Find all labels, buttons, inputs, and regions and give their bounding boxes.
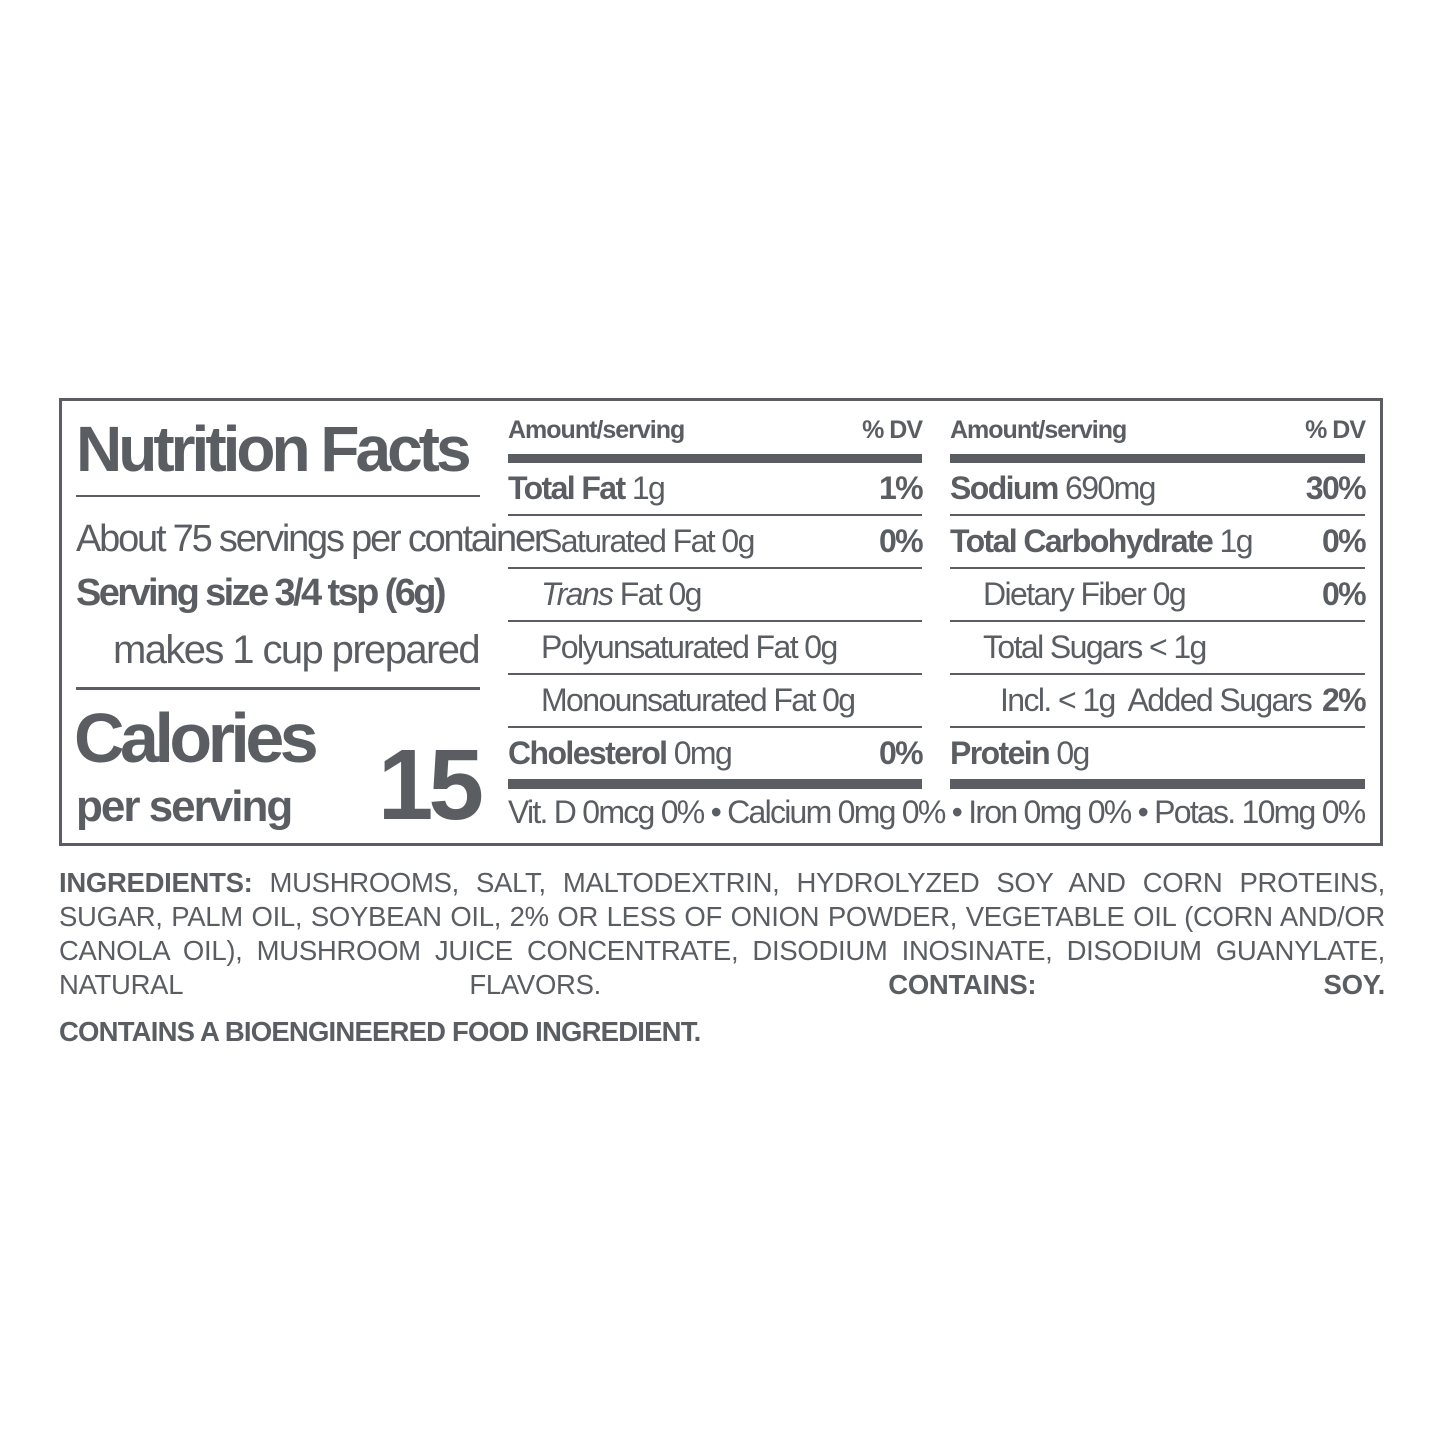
vitamins-minerals: Vit. D 0mcg 0% • Calcium 0mg 0% • Iron 0…: [508, 794, 1366, 830]
per-serving-label: per serving: [76, 782, 293, 831]
nutrient-row: Total Fat 1g 1%: [508, 463, 924, 516]
divider: [76, 495, 480, 497]
thick-divider: [950, 779, 1365, 789]
nutrient-row: Cholesterol 0mg 0%: [508, 735, 924, 771]
divider: [76, 687, 480, 690]
nutrient-row: Trans Fat 0g: [508, 569, 922, 622]
serving-size: Serving size 3/4 tsp (6g): [76, 572, 447, 614]
nutrient-column-right: Amount/serving % DV Sodium 690mg 30% Total…: [950, 412, 1367, 789]
thick-divider: [950, 454, 1365, 463]
thick-divider: [508, 454, 922, 463]
ingredients-label: INGREDIENTS:: [59, 867, 253, 898]
nutrition-facts-panel: [59, 398, 1383, 846]
bioengineered-statement: CONTAINS A BIOENGINEERED FOOD INGREDIENT…: [59, 1016, 701, 1047]
nutrient-row: Saturated Fat 0g 0%: [508, 516, 924, 569]
nutrient-row: Monounsaturated Fat 0g: [508, 675, 922, 728]
dv-header: % DV: [1305, 415, 1366, 444]
nutrient-row: Dietary Fiber 0g 0%: [950, 569, 1367, 622]
nutrient-row: Incl. < 1g Added Sugars 2%: [950, 675, 1367, 728]
amount-header: Amount/serving: [950, 415, 1127, 444]
servings-per-container: About 75 servings per container: [76, 518, 547, 560]
nutrient-row: Protein 0g: [950, 735, 1090, 771]
thick-divider: [508, 779, 922, 789]
nutrient-row: Total Carbohydrate 1g 0%: [950, 516, 1367, 569]
nutrient-column-left: Amount/serving % DV Total Fat 1g 1% Satura…: [508, 412, 924, 789]
calories-value: 15: [377, 729, 484, 841]
prepared-note: makes 1 cup prepared: [112, 628, 481, 672]
panel-title: Nutrition Facts: [76, 413, 472, 485]
dv-header: % DV: [862, 415, 923, 444]
calories-label: Calories: [74, 699, 319, 777]
nutrient-row: Sodium 690mg 30%: [950, 463, 1367, 516]
ingredients-text: MUSHROOMS, SALT, MALTODEXTRIN, HYDROLYZE…: [59, 867, 1385, 1000]
allergen-statement: CONTAINS: SOY.: [888, 969, 1386, 1000]
nutrient-row: Polyunsaturated Fat 0g: [508, 622, 922, 675]
amount-header: Amount/serving: [508, 415, 685, 444]
nutrient-row: Total Sugars < 1g: [950, 622, 1365, 675]
ingredients-statement: INGREDIENTS: MUSHROOMS, SALT, MALTODEXTR…: [59, 866, 1385, 1002]
